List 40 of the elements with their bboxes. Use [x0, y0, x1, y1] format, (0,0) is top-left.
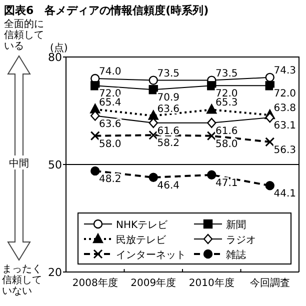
x-tick-label: 2009年度	[130, 277, 176, 289]
y-tick-label: 50	[48, 158, 62, 172]
data-label: 70.9	[157, 92, 180, 104]
data-label: 58.2	[157, 138, 180, 150]
text: まったく信頼していない	[2, 264, 42, 297]
y-tick-label: 80	[48, 51, 62, 64]
data-label: 47.1	[215, 178, 238, 189]
y-axis-title: (点)	[50, 42, 68, 54]
data-label: 73.5	[157, 68, 180, 80]
legend-label: ラジオ	[226, 235, 256, 246]
data-label: 65.3	[215, 98, 238, 109]
data-label: 61.6	[215, 126, 238, 137]
data-label: 74.0	[98, 66, 122, 78]
x-tick-label: 2010年度	[188, 277, 234, 289]
data-label: 63.6	[98, 118, 122, 130]
data-label: 65.4	[98, 97, 122, 108]
text: 中間	[9, 158, 29, 170]
data-label: 58.0	[215, 138, 238, 150]
legend-label: 民放テレビ	[116, 235, 167, 246]
text: 全面的に信頼している	[4, 18, 44, 52]
data-label: 61.6	[157, 126, 180, 137]
y-tick-label: 20	[48, 266, 62, 279]
chart-title: 図表6 各メディアの情報信頼度(時系列)	[4, 4, 209, 17]
data-label: 48.2	[98, 174, 122, 185]
data-label: 74.3	[274, 65, 296, 76]
data-label: 44.1	[274, 188, 296, 200]
x-tick-label: 2008年度	[72, 277, 118, 289]
data-label: 73.5	[215, 68, 238, 80]
legend-label: 新聞	[226, 219, 246, 231]
legend-label: インターネット	[116, 250, 186, 261]
data-label: 72.0	[274, 88, 296, 100]
data-label: 63.6	[157, 104, 180, 115]
data-label: 46.4	[157, 180, 180, 192]
x-tick-label: 今回調査	[250, 277, 290, 289]
data-label: 56.3	[274, 144, 296, 156]
legend-label: 雑誌	[226, 249, 246, 261]
data-label: 63.8	[274, 103, 296, 114]
data-label: 63.1	[274, 120, 296, 132]
legend-label: NHKテレビ	[116, 220, 169, 231]
data-label: 58.0	[98, 138, 122, 150]
